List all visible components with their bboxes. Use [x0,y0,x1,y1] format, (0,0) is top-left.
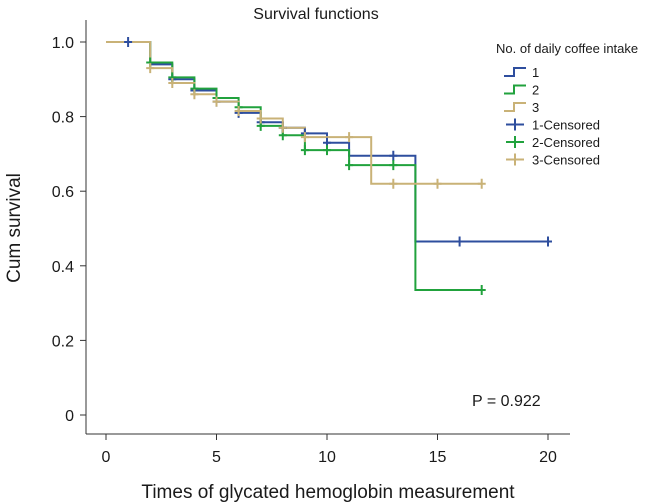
series-2-censor-mark [345,160,354,171]
series-2-censor-mark [300,145,309,156]
series-3-censor-mark [300,132,309,143]
series-1-censor-mark [389,150,398,161]
series-3-censor-mark [433,178,442,189]
series-3-censor-mark [256,113,265,124]
y-axis-title: Cum survival [4,173,25,283]
legend-swatch-1 [504,67,526,77]
x-axis-title: Times of glycated hemoglobin measurement [141,482,515,503]
legend-title: No. of daily coffee intake [496,41,638,56]
series-3-censor-mark [212,96,221,107]
legend-swatch-3-censored [506,153,524,166]
y-tick-label: 1.0 [52,35,74,52]
p-value-annotation: P = 0.922 [472,393,541,410]
series-3-censor-mark [345,132,354,143]
legend-swatch-2-censored [506,136,524,148]
legend-label: 1-Censored [532,118,600,133]
y-tick-label: 0.4 [52,259,74,276]
series-3-censor-mark [477,178,486,189]
y-axis-ticks: 0 0.2 0.4 0.6 0.8 1.0 [52,35,86,425]
series-1-censor-mark [124,37,133,47]
series-1-censor-mark [544,236,552,247]
legend-label: 3 [532,100,539,115]
y-tick-label: 0 [65,408,74,425]
legend-swatch-1-censored [506,118,524,131]
series-3-censor-mark [168,78,177,89]
series-2-censor-mark [477,285,486,296]
legend-label: 2-Censored [532,135,600,150]
x-tick-label: 15 [429,449,447,466]
x-tick-label: 20 [539,449,557,466]
series-3-censor-mark [278,122,287,133]
series-3-censor-mark [190,89,199,100]
x-tick-label: 0 [102,449,111,466]
series-2-line [106,41,482,292]
legend-label: 3-Censored [532,153,600,168]
legend-swatch-2 [504,84,526,95]
series-2-censor-mark [323,145,331,156]
y-tick-label: 0.6 [52,184,74,201]
series-2-censor-mark [389,160,398,171]
series-3-censor-mark [146,63,155,74]
series-1-censor-mark [455,236,464,247]
y-tick-label: 0.8 [52,110,74,127]
series-3-censor-mark [234,106,243,117]
legend-swatch-3 [504,102,526,112]
legend-label: 2 [532,83,539,98]
legend: No. of daily coffee intake 1 2 3 1-Censored… [496,41,638,168]
x-axis-ticks: 0 5 10 15 20 [102,434,557,466]
series-layer [106,37,552,296]
y-tick-label: 0.2 [52,333,74,350]
x-tick-label: 5 [212,449,221,466]
legend-label: 1 [532,65,539,80]
chart-title: Survival functions [253,6,378,23]
x-tick-label: 10 [318,449,336,466]
series-3-censor-mark [389,178,398,189]
